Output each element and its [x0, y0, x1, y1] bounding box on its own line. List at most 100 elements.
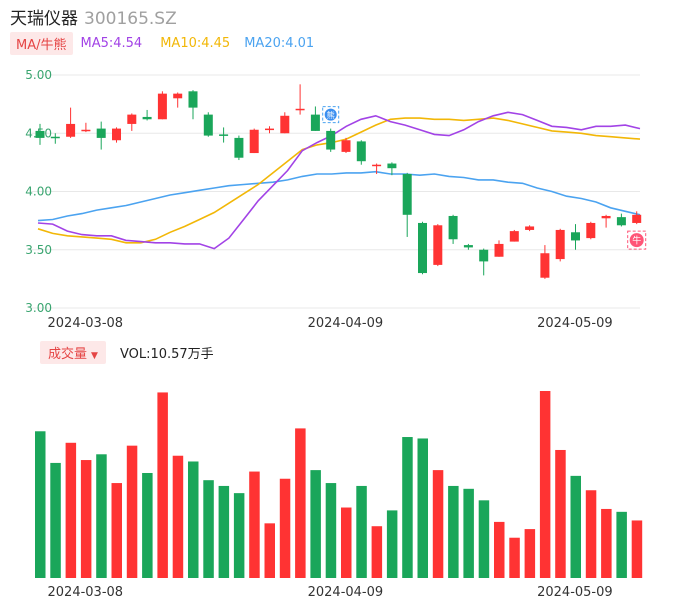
y-tick-label: 4.00 — [25, 185, 52, 199]
volume-value: VOL:10.57万手 — [119, 346, 214, 362]
candle-body — [188, 91, 198, 108]
candle-body — [127, 114, 137, 124]
candle — [173, 92, 183, 108]
candle — [66, 107, 76, 138]
bull-signal-icon: 牛 — [627, 230, 647, 250]
volume-bar — [96, 454, 107, 578]
candle-body — [509, 231, 519, 242]
volume-indicator-tag[interactable]: 成交量 ▼ — [40, 340, 106, 364]
candle-body — [66, 123, 76, 137]
candle — [50, 133, 60, 144]
candle — [555, 228, 565, 262]
candle-body — [265, 128, 274, 131]
volume-bar — [65, 442, 77, 578]
candle-body — [372, 164, 382, 167]
x-tick-label: 2024-03-08 — [48, 585, 124, 600]
candle-body — [616, 217, 626, 226]
candle-body — [249, 129, 259, 154]
candle-body — [173, 93, 183, 99]
volume-bar — [524, 529, 536, 578]
volume-bar — [601, 508, 612, 578]
volume-bar — [172, 455, 184, 578]
candle — [203, 112, 213, 137]
candle — [372, 163, 382, 175]
ma5-series — [37, 111, 641, 250]
candle-body — [479, 249, 489, 262]
candle — [249, 128, 259, 154]
volume-bar — [279, 478, 291, 578]
candle-body — [555, 229, 565, 260]
candle-body — [234, 137, 244, 158]
volume-bar — [203, 480, 214, 578]
dropdown-arrow-icon: ▼ — [91, 350, 98, 361]
ma10-line — [37, 117, 641, 244]
y-tick-label: 3.00 — [25, 301, 52, 315]
candle — [402, 172, 412, 237]
candle-body — [35, 130, 45, 138]
signal-label: 牛 — [632, 235, 641, 247]
volume-bar — [325, 483, 337, 578]
volume-bar — [310, 470, 321, 578]
volume-bar — [417, 438, 428, 578]
candle — [81, 122, 91, 133]
candle-body — [50, 136, 60, 139]
candle-body — [96, 128, 106, 138]
volume-bar — [448, 485, 459, 578]
volume-bar — [142, 472, 153, 578]
candle — [265, 126, 274, 134]
volume-bar — [50, 462, 61, 578]
candle — [188, 90, 198, 120]
candle — [418, 221, 427, 275]
volume-bar — [570, 475, 581, 578]
volume-bar — [555, 449, 566, 578]
candle — [586, 221, 596, 240]
volume-bar — [616, 511, 627, 578]
volume-bar — [539, 391, 551, 578]
ma10-series — [37, 117, 641, 244]
volume-bar — [371, 526, 383, 578]
candle-body — [341, 140, 351, 152]
stock-code: 300165.SZ — [84, 9, 177, 29]
candle-body — [632, 214, 642, 223]
candle-body — [203, 114, 213, 136]
stock-name: 天瑞仪器 — [10, 9, 78, 29]
signal-dot — [324, 108, 337, 121]
volume-bar — [111, 483, 122, 578]
candle — [540, 245, 550, 279]
volume-bar — [478, 500, 490, 578]
candle-body — [601, 215, 611, 219]
ma20-value: MA20:4.01 — [244, 35, 315, 51]
candle-body — [157, 93, 167, 120]
candlestick-series — [35, 84, 642, 279]
candle — [127, 113, 137, 131]
candle-body — [418, 222, 427, 274]
ma20-series — [37, 170, 641, 222]
candle-body — [387, 163, 397, 169]
candle-body — [494, 243, 504, 257]
ma-legend: MA/牛熊 MA5:4.54 MA10:4.45 MA20:4.01 — [10, 31, 315, 55]
candle-body — [142, 116, 152, 120]
candle — [280, 112, 290, 134]
candle — [142, 109, 152, 121]
candle-body — [571, 232, 580, 241]
volume-bar — [356, 485, 367, 578]
price-x-axis: 2024-03-08 2024-04-09 2024-05-09 — [48, 316, 613, 331]
candle — [219, 127, 229, 143]
volume-bar — [249, 471, 260, 578]
ma-indicator-tag[interactable]: MA/牛熊 — [10, 31, 73, 55]
candle — [157, 91, 167, 120]
candle-body — [540, 253, 550, 278]
x-tick-label: 2024-03-08 — [48, 316, 124, 331]
candle — [525, 225, 535, 232]
candle-body — [295, 108, 305, 111]
signal-frame — [322, 106, 340, 124]
candle-body — [586, 222, 596, 239]
y-tick-label: 3.50 — [25, 243, 52, 257]
price-axis-ticks: 5.004.504.003.503.00 — [25, 68, 52, 315]
ma5-line — [37, 111, 641, 250]
signal-frame — [627, 230, 647, 250]
candle — [494, 240, 504, 257]
candle — [433, 224, 443, 267]
volume-bar — [295, 428, 306, 578]
